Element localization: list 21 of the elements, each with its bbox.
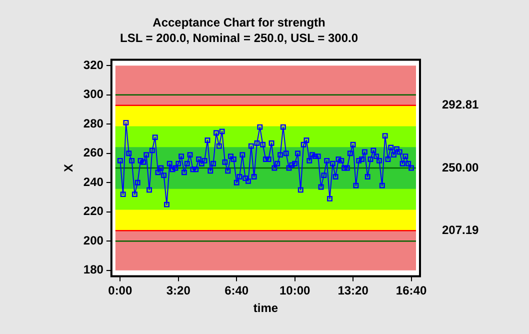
y-tick-label: 320 bbox=[83, 58, 104, 72]
y-tick-label: 300 bbox=[83, 87, 104, 102]
ref-line-label: 292.81 bbox=[442, 98, 480, 112]
y-axis-title: X bbox=[62, 164, 76, 172]
y-tick-label: 180 bbox=[83, 262, 104, 277]
y-tick-label: 260 bbox=[83, 146, 104, 160]
x-tick-label: 13:20 bbox=[338, 284, 369, 298]
x-tick-label: 10:00 bbox=[279, 284, 310, 298]
y-tick-label: 280 bbox=[83, 116, 104, 130]
x-tick-label: 3:20 bbox=[166, 284, 191, 298]
ref-line-label: 250.00 bbox=[442, 160, 480, 174]
y-tick-label: 200 bbox=[83, 233, 104, 248]
y-tick-label: 220 bbox=[83, 204, 104, 218]
x-tick-label: 6:40 bbox=[224, 284, 249, 298]
x-tick-label: 16:40 bbox=[396, 284, 427, 298]
y-tick-label: 240 bbox=[83, 174, 104, 189]
chart-title: Acceptance Chart for strength bbox=[152, 16, 326, 30]
chart-subtitle: LSL = 200.0, Nominal = 250.0, USL = 300.0 bbox=[120, 30, 358, 45]
x-tick-label: 0:00 bbox=[108, 284, 132, 298]
x-axis-title: time bbox=[253, 301, 278, 316]
ref-line-label: 207.19 bbox=[442, 222, 480, 237]
